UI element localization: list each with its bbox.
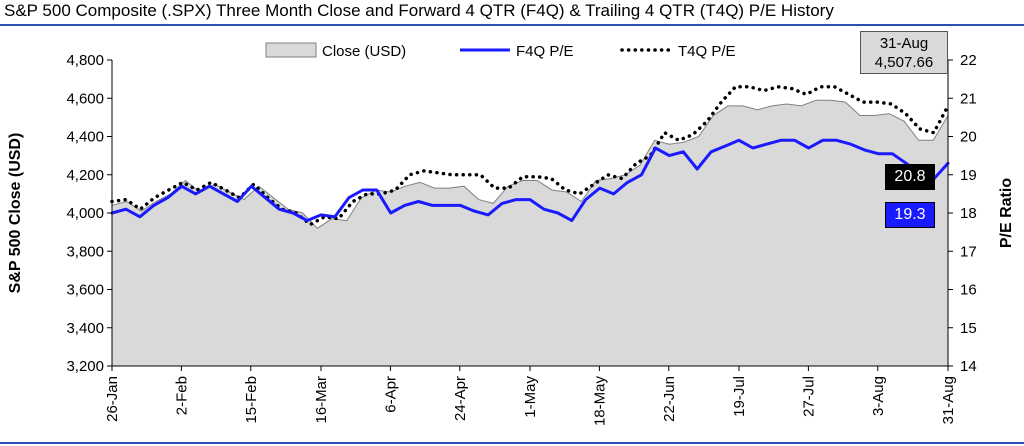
right-tick-label: 16 [960,282,977,299]
x-tick-label: 22-Jun [661,376,678,422]
plot-area [110,85,950,366]
x-tick-label: 1-May [522,376,539,418]
top-rule [0,24,1024,26]
left-tick-label: 4,200 [66,167,104,184]
right-tick-label: 18 [960,205,977,222]
f4q-end-label: 19.3 [885,202,935,228]
legend-label-f4q: F4Q P/E [516,43,574,60]
x-tick-label: 2-Feb [173,376,190,415]
left-tick-label: 4,400 [66,129,104,146]
legend-label-close: Close (USD) [322,43,406,60]
right-tick-label: 17 [960,243,977,260]
right-tick-label: 21 [960,90,977,107]
latest-close-value: 4,507.66 [874,54,934,71]
x-tick-label: 3-Aug [870,376,887,416]
axes: 3,200 3,400 3,600 3,800 4,000 4,200 4,400 4,600… [7,52,1015,426]
t4q-end-label: 20.8 [885,164,935,190]
right-tick-label: 19 [960,167,977,184]
left-tick-label: 3,200 [66,358,104,375]
x-tick-label: 27-Jul [800,376,817,417]
right-tick-label: 15 [960,320,977,337]
x-tick-label: 31-Aug [940,376,957,424]
right-tick-label: 22 [960,52,977,69]
bottom-rule [0,442,1024,444]
legend: Close (USD) F4Q P/E T4Q P/E [265,42,736,60]
close-area [112,100,948,366]
latest-close-date: 31-Aug [879,35,929,52]
left-tick-label: 4,800 [66,52,104,69]
left-tick-label: 4,600 [66,90,104,107]
left-tick-label: 4,000 [66,205,104,222]
x-tick-label: 16-Mar [313,376,330,424]
y2-axis-title: P/E Ratio [998,178,1015,248]
legend-label-t4q: T4Q P/E [678,43,736,60]
t4q-line [110,85,950,227]
latest-close-box: 31-Aug 4,507.66 [860,31,948,74]
legend-swatch-close [265,42,317,58]
y-axis-title: S&P 500 Close (USD) [7,133,24,294]
left-tick-label: 3,800 [66,243,104,260]
left-tick-label: 3,600 [66,282,104,299]
x-tick-label: 26-Jan [104,376,121,422]
close-line [111,99,949,229]
x-tick-label: 24-Apr [452,376,469,421]
chart-title: S&P 500 Composite (.SPX) Three Month Clo… [4,1,834,20]
x-tick-label: 15-Feb [243,376,260,424]
x-tick-label: 18-May [591,376,608,427]
x-tick-label: 19-Jul [731,376,748,417]
x-tick-label: 6-Apr [382,376,399,413]
left-tick-label: 3,400 [66,320,104,337]
f4q-line [110,138,950,223]
right-tick-label: 14 [960,358,977,375]
right-tick-label: 20 [960,129,977,146]
